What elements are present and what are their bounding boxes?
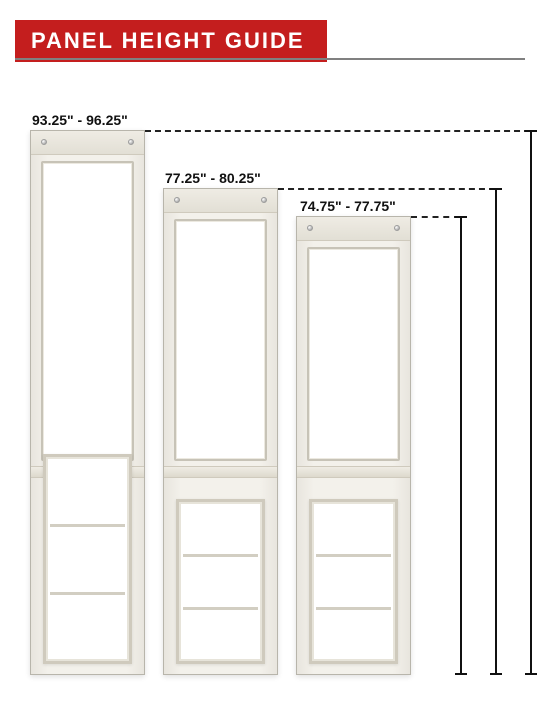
panel-mid	[163, 188, 278, 675]
title-text: PANEL HEIGHT GUIDE	[31, 28, 305, 53]
title-banner: PANEL HEIGHT GUIDE	[15, 20, 327, 62]
diagram-stage: 93.25" - 96.25" 77.25" - 80.25" 74.75" - 7…	[0, 80, 540, 700]
ruler-mid	[495, 188, 497, 675]
height-label-short: 74.75" - 77.75"	[300, 198, 396, 214]
panel-short	[296, 216, 411, 675]
leader-tall	[145, 130, 530, 132]
height-label-tall: 93.25" - 96.25"	[32, 112, 128, 128]
height-label-mid: 77.25" - 80.25"	[165, 170, 261, 186]
ruler-short	[460, 216, 462, 675]
leader-mid	[278, 188, 495, 190]
panel-tall	[30, 130, 145, 675]
leader-short	[411, 216, 460, 218]
title-underline	[15, 58, 525, 60]
ruler-tall	[530, 130, 532, 675]
